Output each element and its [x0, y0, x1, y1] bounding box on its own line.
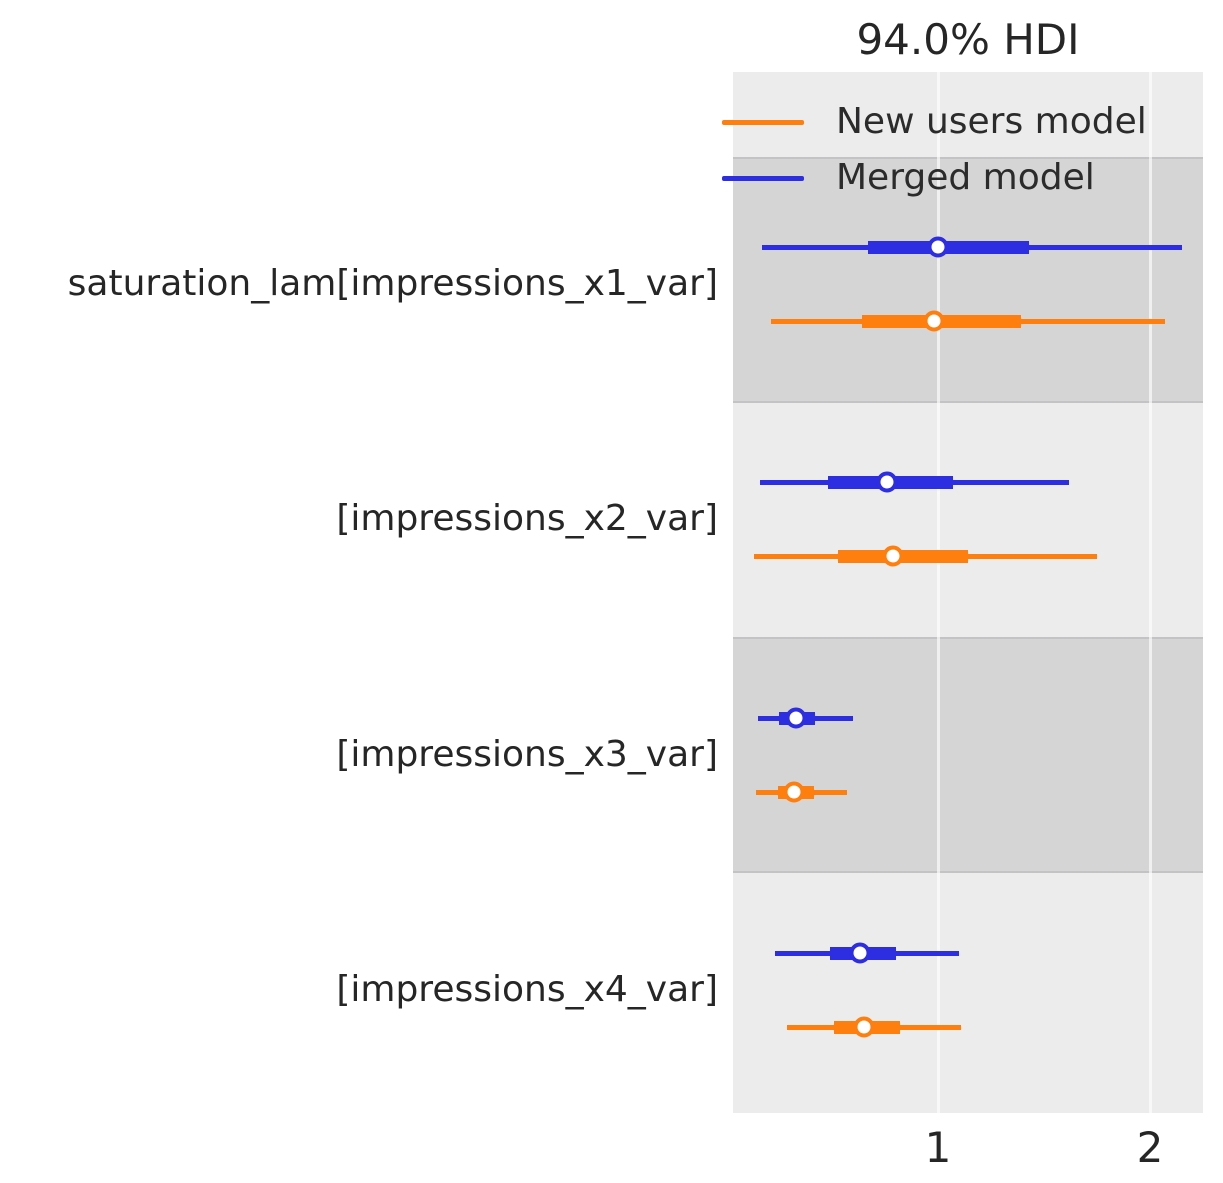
row-label: [impressions_x3_var] [336, 734, 718, 775]
legend-label-merged-model: Merged model [836, 157, 1095, 198]
row-label: saturation_lam[impressions_x1_var] [67, 263, 718, 304]
gridline-x2 [1148, 72, 1152, 1113]
plot-title: 94.0% HDI [856, 15, 1080, 64]
x-tick-label: 1 [924, 1123, 952, 1172]
quartile-line-merged-model [868, 240, 1030, 254]
median-point-merged-model [849, 942, 871, 964]
row-band-shaded [733, 637, 1203, 873]
legend-line-merged-model [722, 176, 804, 181]
gridline-x1 [936, 72, 940, 1113]
row-label: [impressions_x2_var] [336, 498, 718, 539]
median-point-new-users-model [882, 545, 904, 567]
x-tick-label: 2 [1136, 1123, 1164, 1172]
median-point-new-users-model [783, 781, 805, 803]
legend-label-new-users-model: New users model [836, 101, 1147, 142]
median-point-merged-model [927, 236, 949, 258]
median-point-merged-model [785, 707, 807, 729]
row-label: [impressions_x4_var] [336, 969, 718, 1010]
legend-line-new-users-model [722, 120, 804, 125]
median-point-merged-model [876, 471, 898, 493]
plot-area [733, 72, 1203, 1113]
median-point-new-users-model [853, 1016, 875, 1038]
median-point-new-users-model [923, 310, 945, 332]
row-band-shaded [733, 157, 1203, 403]
